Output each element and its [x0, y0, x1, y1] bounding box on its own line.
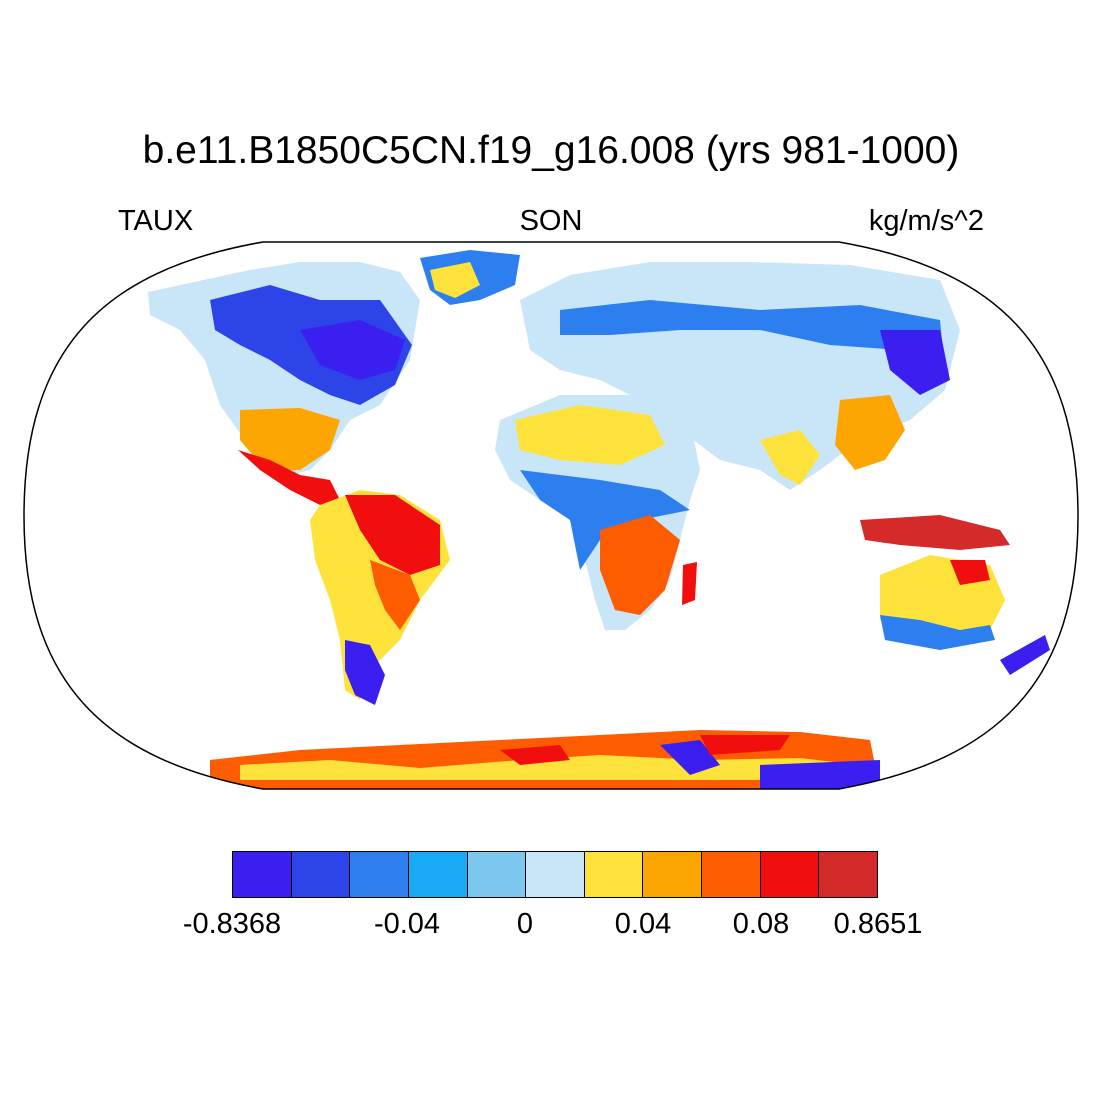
south-america-orange	[370, 560, 420, 630]
new-zealand-blue	[1000, 635, 1050, 675]
australia-blue	[880, 615, 995, 650]
colorbar-tick-label: 0.04	[614, 908, 672, 940]
colorbar-box	[526, 852, 585, 897]
plot-title: b.e11.B1850C5CN.f19_g16.008 (yrs 981-100…	[142, 129, 960, 172]
colorbar-box	[291, 852, 351, 897]
colorbar-tick-label: -0.04	[373, 908, 441, 940]
colorbar-box	[408, 852, 468, 897]
madagascar-red	[682, 562, 697, 605]
south-america-blue	[345, 640, 385, 705]
map-boundary	[23, 241, 1079, 790]
south-asia-orange	[835, 395, 905, 470]
colorbar-box	[643, 852, 703, 897]
colorbar-box	[760, 852, 820, 897]
eurasia-blue-band	[560, 300, 945, 370]
australia-red	[950, 560, 990, 585]
sahara-yellow	[515, 405, 665, 465]
antarctica-blue	[660, 740, 880, 789]
north-america-orange	[240, 408, 340, 470]
colorbar-box	[233, 852, 292, 897]
south-america-red	[345, 495, 440, 575]
africa-blue	[520, 470, 690, 570]
colorbar-tick-label: 0.8651	[833, 908, 923, 940]
colorbar-box	[819, 852, 878, 897]
central-america-red	[238, 450, 340, 505]
variable-label: TAUX	[118, 205, 194, 237]
colorbar-tick-label: 0.08	[732, 908, 790, 940]
antarctica-red	[500, 735, 790, 765]
colorbar-box	[467, 852, 527, 897]
colorbar-box	[350, 852, 409, 897]
colorbar	[232, 851, 878, 898]
greenland-yellow	[430, 262, 480, 298]
map-fill-layer	[148, 250, 1050, 789]
units-label: kg/m/s^2	[868, 205, 984, 237]
india-yellow	[760, 430, 820, 485]
colorbar-box	[702, 852, 761, 897]
southern-africa-orange	[600, 515, 680, 615]
north-america-violet	[300, 320, 405, 380]
maritime-continent-red	[860, 515, 1010, 550]
colorbar-box	[584, 852, 644, 897]
colorbar-tick-label: -0.8368	[182, 908, 282, 940]
east-asia-violet	[880, 330, 950, 395]
colorbar-tick-label: 0	[516, 908, 534, 940]
season-label: SON	[519, 205, 583, 237]
